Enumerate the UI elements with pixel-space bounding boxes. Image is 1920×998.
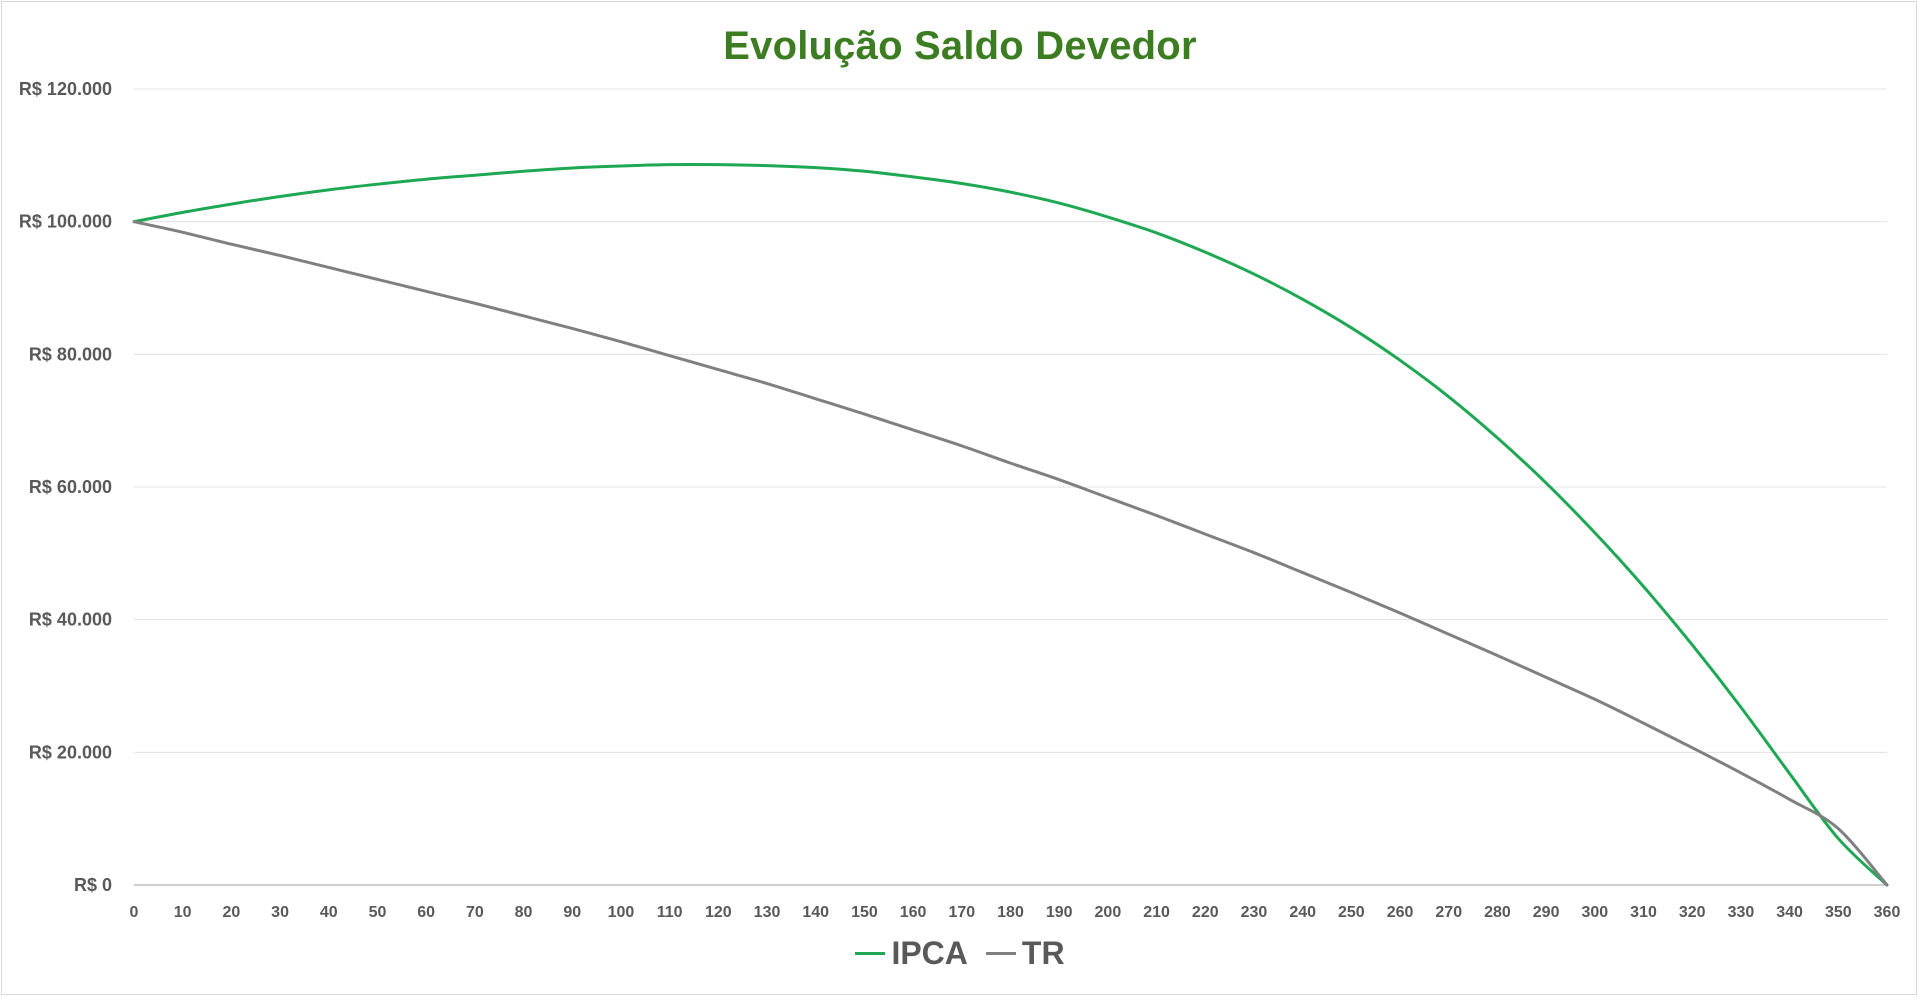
legend-label-ipca: IPCA [891, 935, 968, 971]
x-tick-label: 180 [997, 904, 1024, 921]
legend-swatch-tr [985, 952, 1016, 955]
x-tick-label: 80 [515, 904, 533, 921]
x-tick-label: 210 [1143, 904, 1170, 921]
series-line-tr[interactable] [132, 220, 1889, 887]
x-tick-label: 250 [1338, 904, 1365, 921]
x-tick-label: 340 [1776, 904, 1803, 921]
y-tick-label: R$ 80.000 [29, 344, 112, 364]
x-tick-label: 50 [369, 904, 387, 921]
y-tick-label: R$ 60.000 [29, 477, 112, 497]
x-tick-label: 30 [271, 904, 289, 921]
x-tick-label: 300 [1581, 904, 1608, 921]
y-tick-label: R$ 40.000 [29, 610, 112, 630]
x-tick-label: 100 [608, 904, 635, 921]
x-tick-label: 190 [1046, 904, 1073, 921]
x-tick-label: 310 [1630, 904, 1657, 921]
legend: IPCA TR [0, 935, 1920, 972]
x-tick-label: 20 [222, 904, 240, 921]
x-tick-label: 320 [1679, 904, 1706, 921]
x-tick-label: 220 [1192, 904, 1219, 921]
x-tick-label: 280 [1484, 904, 1511, 921]
x-tick-label: 240 [1289, 904, 1316, 921]
gridlines [134, 88, 1887, 886]
y-tick-label: R$ 0 [74, 875, 112, 895]
y-tick-label: R$ 100.000 [19, 212, 112, 232]
x-tick-label: 140 [802, 904, 829, 921]
x-tick-label: 60 [417, 904, 435, 921]
x-tick-label: 0 [130, 904, 139, 921]
x-tick-label: 70 [466, 904, 484, 921]
x-tick-label: 130 [754, 904, 781, 921]
x-tick-label: 160 [900, 904, 927, 921]
x-tick-label: 290 [1533, 904, 1560, 921]
x-tick-label: 270 [1435, 904, 1462, 921]
x-tick-label: 230 [1241, 904, 1268, 921]
legend-item-ipca[interactable]: IPCA [855, 935, 968, 972]
x-tick-label: 90 [563, 904, 581, 921]
legend-swatch-ipca [855, 952, 886, 955]
y-tick-label: R$ 120.000 [19, 79, 112, 99]
series-line-ipca[interactable] [132, 162, 1889, 887]
legend-label-tr: TR [1021, 935, 1065, 971]
x-tick-label: 110 [657, 904, 683, 921]
x-tick-label: 10 [174, 904, 192, 921]
x-tick-label: 360 [1874, 904, 1901, 921]
x-axis-ticks: 0 10 20 30 40 50 60 70 80 90 100 110 120 130 140 150 160… [130, 904, 1901, 921]
legend-item-tr[interactable]: TR [985, 935, 1065, 972]
series-lines [132, 162, 1889, 887]
x-tick-label: 120 [705, 904, 732, 921]
x-tick-label: 170 [948, 904, 975, 921]
x-tick-label: 40 [320, 904, 338, 921]
x-tick-label: 260 [1387, 904, 1414, 921]
y-axis-ticks: R$ 0 R$ 20.000 R$ 40.000 R$ 60.000 R$ 80.000… [19, 79, 112, 895]
x-tick-label: 330 [1728, 904, 1755, 921]
chart-title: Evolução Saldo Devedor [723, 24, 1197, 68]
y-tick-label: R$ 20.000 [29, 742, 112, 762]
x-tick-label: 200 [1095, 904, 1122, 921]
x-tick-label: 150 [851, 904, 878, 921]
x-tick-label: 350 [1825, 904, 1852, 921]
